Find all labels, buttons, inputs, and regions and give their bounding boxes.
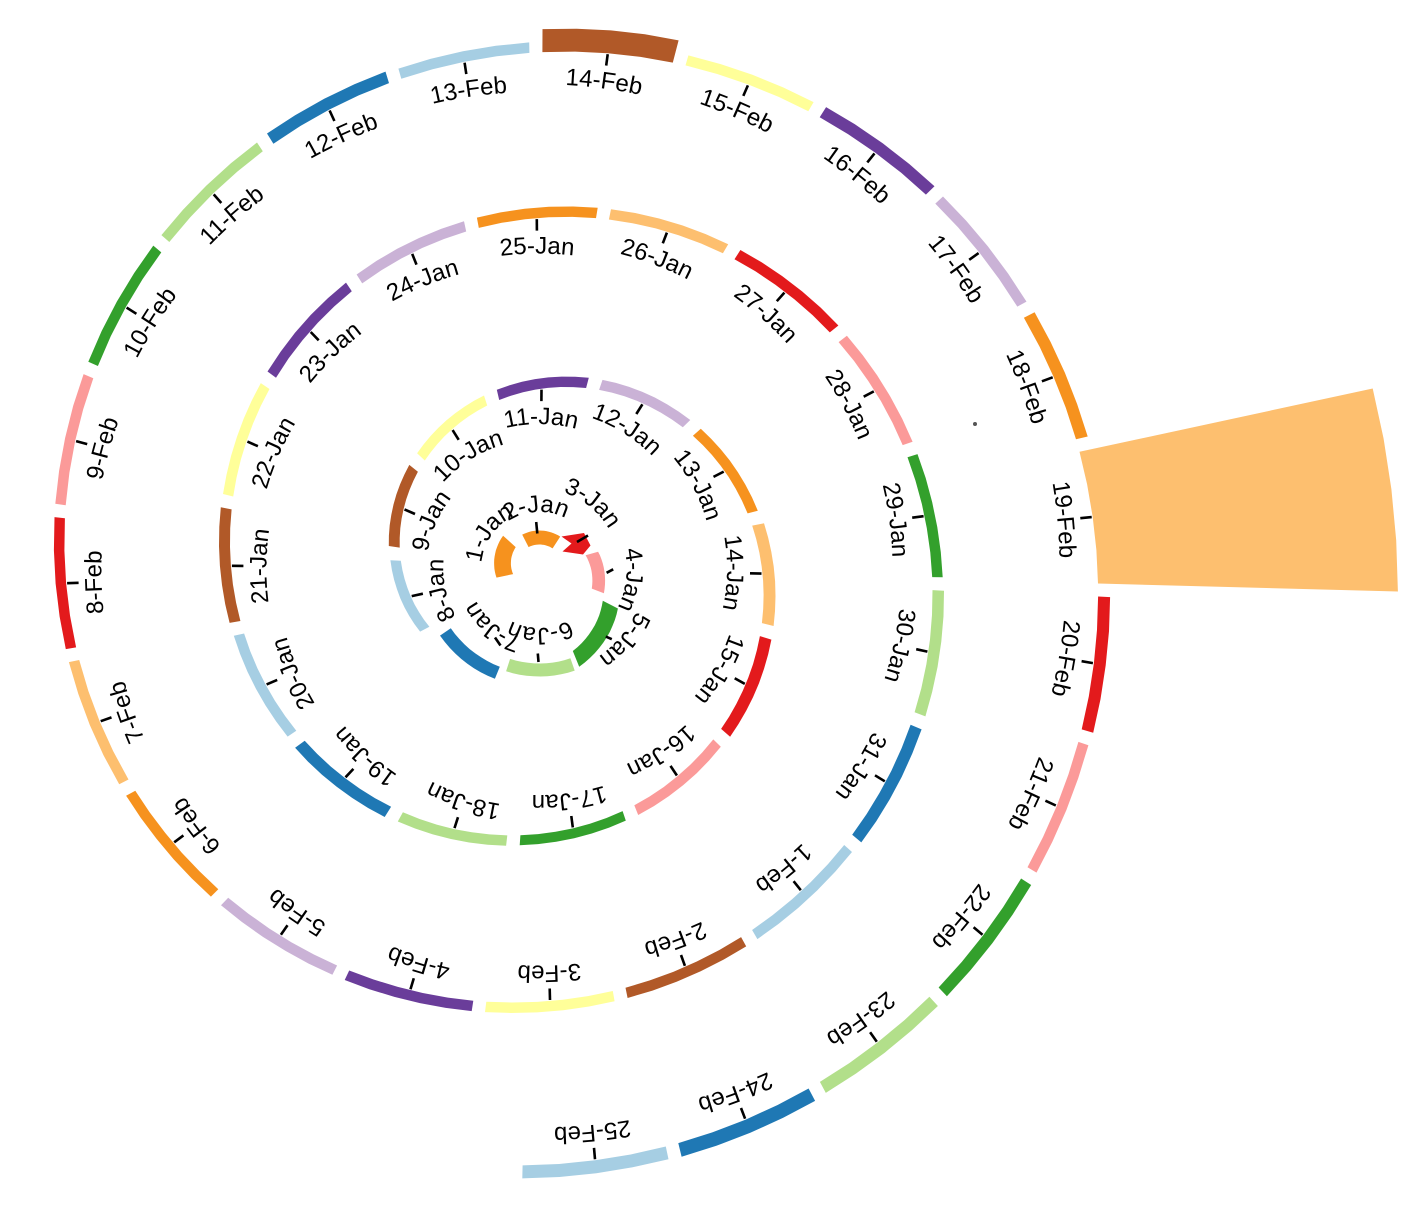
svg-text:8-Feb: 8-Feb	[80, 550, 109, 615]
svg-text:14-Jan: 14-Jan	[717, 533, 748, 613]
svg-text:25-Jan: 25-Jan	[498, 233, 575, 262]
svg-text:21-Jan: 21-Jan	[245, 527, 275, 605]
svg-text:3-Feb: 3-Feb	[517, 958, 582, 987]
